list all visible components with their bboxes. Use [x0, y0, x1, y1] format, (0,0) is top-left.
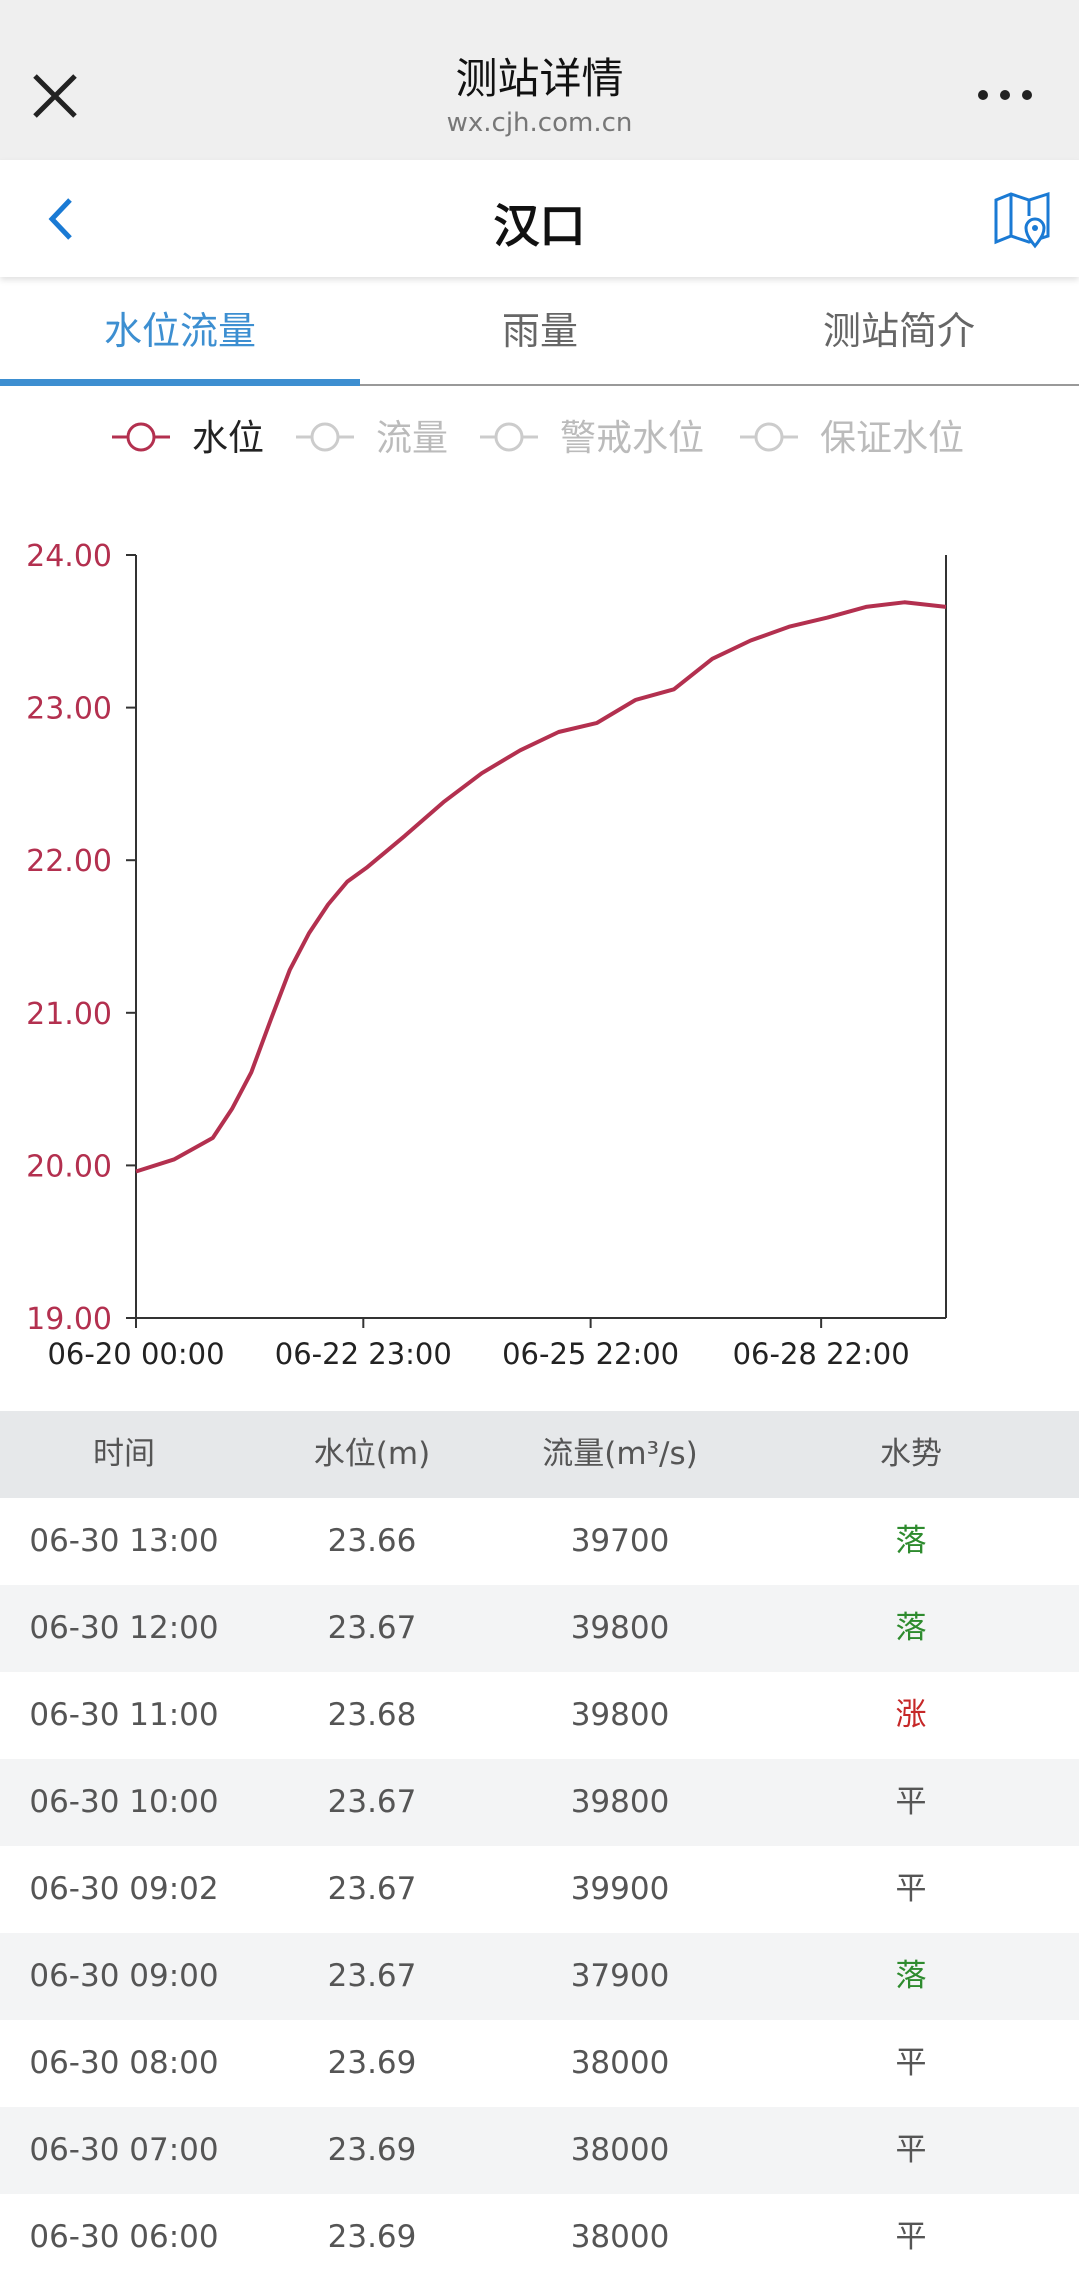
legend-marker	[126, 422, 156, 452]
table-cell: 涨	[895, 1697, 927, 1733]
table-cell: 39800	[570, 1784, 670, 1820]
tab-indicator	[0, 379, 360, 386]
data-table: 时间 水位(m) 流量(m³/s) 水势 06-30 13:00 23.66 39700 落 0…	[0, 1411, 1079, 2281]
tab[interactable]: 水位流量	[103, 309, 256, 353]
x-tick-label: 06-22 23:00	[275, 1337, 452, 1371]
data-line	[135, 600, 947, 1174]
table-cell: 06-30 13:00	[29, 1523, 219, 1559]
table-cell: 平	[895, 2132, 927, 2168]
table-cell: 38000	[570, 2132, 670, 2168]
y-tick-label: 21.00	[26, 997, 112, 1032]
x-tick-label: 06-25 22:00	[502, 1337, 679, 1371]
header-cell: 流量(m³/s)	[542, 1436, 698, 1472]
table-cell: 平	[895, 2045, 927, 2081]
table-cell: 23.66	[327, 1523, 417, 1559]
url: wx.cjh.com.cn	[446, 108, 633, 138]
legend-label: 保证水位	[820, 418, 964, 459]
table-row: 06-30 08:00 23.69 38000 平	[0, 2020, 1079, 2107]
table-cell: 23.69	[327, 2132, 417, 2168]
legend-label: 流量	[376, 418, 448, 459]
table-cell: 38000	[570, 2219, 670, 2255]
header-cell: 水位(m)	[313, 1436, 431, 1472]
table-cell: 39800	[570, 1697, 670, 1733]
table-row: 06-30 13:00 23.66 39700 落	[0, 1498, 1079, 1585]
table-row: 06-30 09:00 23.67 37900 落	[0, 1933, 1079, 2020]
x-tick-label: 06-20 00:00	[47, 1337, 224, 1371]
nav-bar: 汉口	[0, 160, 1079, 277]
tab[interactable]: 测站简介	[822, 309, 975, 353]
table-header: 时间 水位(m) 流量(m³/s) 水势	[0, 1411, 1079, 1498]
legend-marker	[494, 422, 524, 452]
table-cell: 06-30 08:00	[29, 2045, 219, 2081]
more-button[interactable]	[975, 85, 1035, 105]
table-cell: 06-30 07:00	[29, 2132, 219, 2168]
table-cell: 平	[895, 2219, 927, 2255]
y-tick-label: 19.00	[26, 1302, 112, 1337]
table-cell: 落	[895, 1523, 927, 1559]
table-cell: 06-30 09:00	[29, 1958, 219, 1994]
legend-marker	[754, 422, 784, 452]
header-cell: 时间	[93, 1436, 155, 1472]
table-cell: 23.67	[327, 1610, 417, 1646]
header: 测站详情 wx.cjh.com.cn	[0, 0, 1079, 160]
chart: 水位 流量 警戒水位 保证水位 19.00 20.00 21.00 22.00 23.00 24.…	[26, 418, 964, 1371]
table-cell: 06-30 09:02	[29, 1871, 219, 1907]
table-cell: 39900	[570, 1871, 670, 1907]
y-tick-label: 24.00	[26, 539, 112, 574]
table-row: 06-30 11:00 23.68 39800 涨	[0, 1672, 1079, 1759]
table-cell: 23.69	[327, 2219, 417, 2255]
tab-divider	[0, 384, 1079, 386]
y-tick-label: 23.00	[26, 692, 112, 727]
table-cell: 06-30 12:00	[29, 1610, 219, 1646]
legend-label: 警戒水位	[560, 418, 704, 459]
x-tick-label: 06-28 22:00	[733, 1337, 910, 1371]
y-tick-label: 20.00	[26, 1149, 112, 1184]
legend-label: 水位	[192, 418, 264, 459]
page-title: 测站详情	[455, 54, 624, 103]
table-cell: 23.68	[327, 1697, 417, 1733]
table-cell: 落	[895, 1958, 927, 1994]
table-cell: 06-30 06:00	[29, 2219, 219, 2255]
close-button[interactable]	[25, 66, 85, 126]
table-cell: 38000	[570, 2045, 670, 2081]
table-row: 06-30 06:00 23.69 38000 平	[0, 2194, 1079, 2281]
table-cell: 平	[895, 1871, 927, 1907]
table-cell: 06-30 11:00	[29, 1697, 219, 1733]
table-cell: 37900	[570, 1958, 670, 1994]
y-tick-label: 22.00	[26, 844, 112, 879]
header-cell: 水势	[880, 1436, 942, 1472]
table-row: 06-30 12:00 23.67 39800 落	[0, 1585, 1079, 1672]
table-cell: 落	[895, 1610, 927, 1646]
back-button[interactable]	[42, 194, 82, 244]
tab[interactable]: 雨量	[501, 309, 578, 353]
table-cell: 23.67	[327, 1784, 417, 1820]
table-cell: 平	[895, 1784, 927, 1820]
table-row: 06-30 10:00 23.67 39800 平	[0, 1759, 1079, 1846]
table-cell: 23.67	[327, 1958, 417, 1994]
table-cell: 23.67	[327, 1871, 417, 1907]
table-cell: 39800	[570, 1610, 670, 1646]
table-cell: 39700	[570, 1523, 670, 1559]
legend-marker	[310, 422, 340, 452]
table-row: 06-30 09:02 23.67 39900 平	[0, 1846, 1079, 1933]
station-name: 汉口	[493, 199, 586, 253]
table-cell: 23.69	[327, 2045, 417, 2081]
map-button[interactable]	[993, 190, 1053, 250]
table-row: 06-30 07:00 23.69 38000 平	[0, 2107, 1079, 2194]
table-cell: 06-30 10:00	[29, 1784, 219, 1820]
